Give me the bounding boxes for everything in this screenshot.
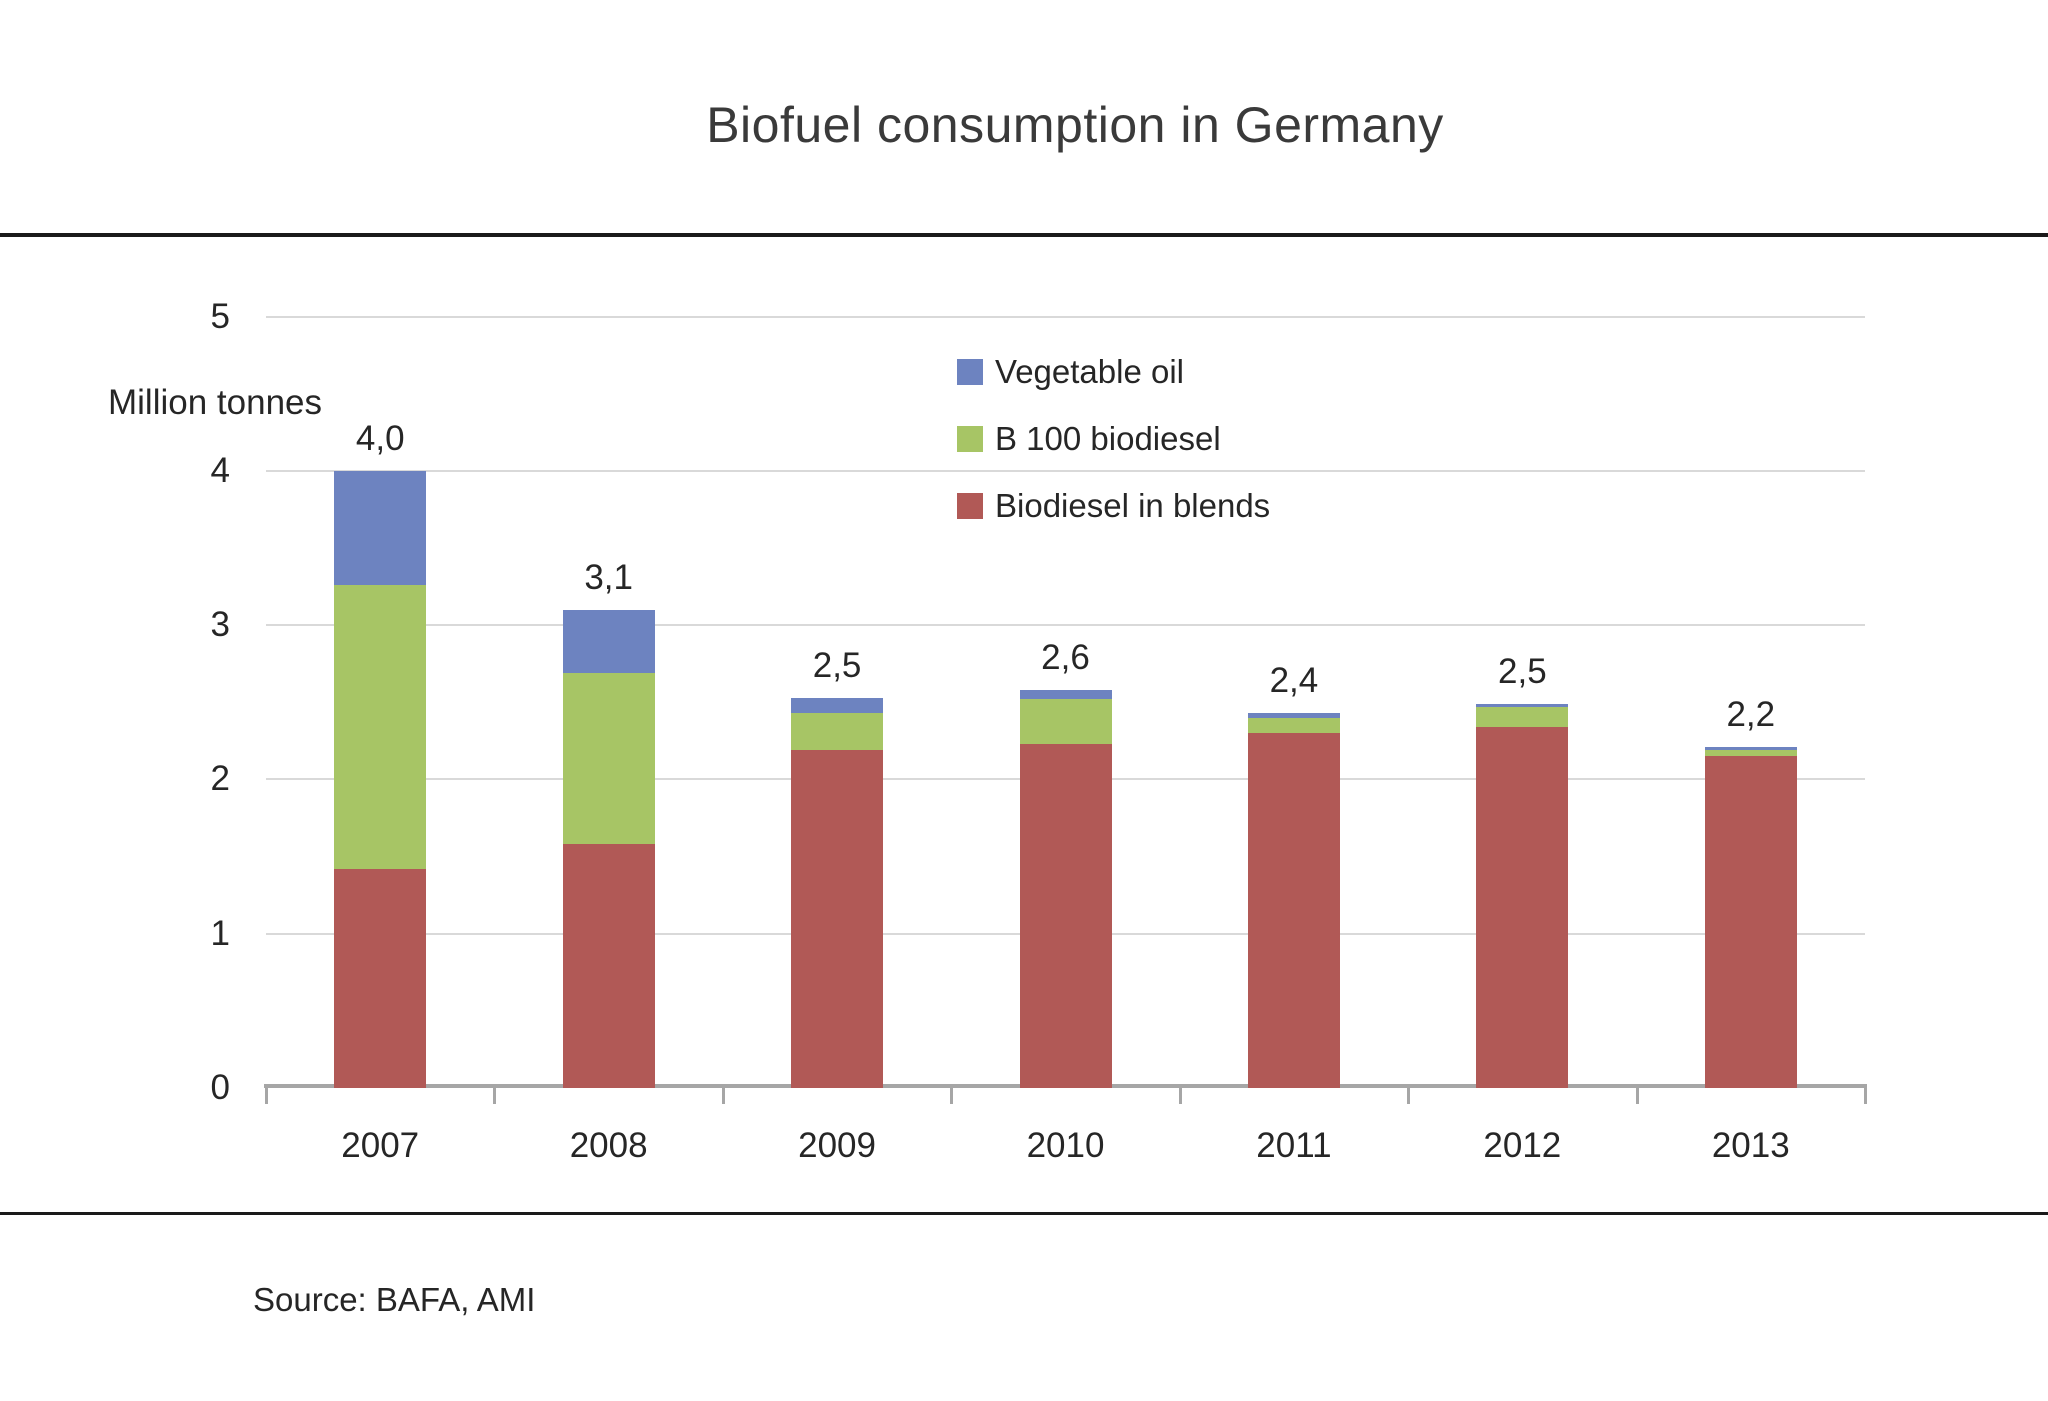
bar-total-label-2008: 3,1 bbox=[584, 557, 633, 597]
gridline-5 bbox=[266, 315, 1865, 318]
x-axis-tick bbox=[1635, 1088, 1639, 1104]
legend-label-b-100-biodiesel: B 100 biodiesel bbox=[995, 420, 1221, 457]
bar-segment-vegetable-oil-2011 bbox=[1247, 713, 1340, 718]
x-axis-tick bbox=[950, 1088, 954, 1104]
bar-total-label-2013: 2,2 bbox=[1726, 694, 1776, 734]
legend-label-vegetable-oil: Vegetable oil bbox=[995, 353, 1184, 390]
legend-swatch-biodiesel-in-blends bbox=[957, 493, 983, 519]
y-tick-label-1: 1 bbox=[210, 913, 230, 953]
gridline-3 bbox=[266, 624, 1865, 627]
bar-segment-biodiesel-in-blends-2011 bbox=[1247, 733, 1340, 1088]
legend-swatch-b-100-biodiesel bbox=[957, 426, 983, 452]
top-divider-rule bbox=[0, 233, 2048, 237]
x-axis-tick bbox=[1864, 1088, 1867, 1104]
bar-segment-vegetable-oil-2008 bbox=[562, 609, 655, 673]
gridline-4 bbox=[266, 469, 1865, 472]
x-tick-label-2013: 2013 bbox=[1711, 1126, 1790, 1165]
x-axis-tick bbox=[1407, 1088, 1411, 1104]
legend-label-biodiesel-in-blends: Biodiesel in blends bbox=[995, 487, 1271, 524]
bar-segment-biodiesel-in-blends-2009 bbox=[791, 750, 884, 1088]
x-axis-tick bbox=[493, 1088, 497, 1104]
chart-title: Biofuel consumption in Germany bbox=[706, 97, 1444, 153]
x-tick-label-2010: 2010 bbox=[1026, 1126, 1105, 1165]
bar-segment-b-100-biodiesel-2010 bbox=[1019, 699, 1112, 744]
bar-segment-b-100-biodiesel-2011 bbox=[1247, 717, 1340, 734]
bar-segment-vegetable-oil-2012 bbox=[1476, 703, 1569, 707]
y-tick-label-2: 2 bbox=[210, 759, 230, 799]
bar-total-label-2009: 2,5 bbox=[812, 645, 862, 685]
x-tick-label-2012: 2012 bbox=[1483, 1126, 1562, 1165]
legend-swatch-vegetable-oil bbox=[957, 359, 983, 385]
y-tick-label-0: 0 bbox=[210, 1068, 230, 1107]
bar-total-label-2012: 2,5 bbox=[1498, 651, 1547, 691]
bar-segment-vegetable-oil-2009 bbox=[791, 697, 884, 714]
bar-segment-biodiesel-in-blends-2013 bbox=[1704, 756, 1797, 1088]
y-tick-label-5: 5 bbox=[210, 296, 230, 336]
bar-segment-b-100-biodiesel-2012 bbox=[1476, 706, 1569, 727]
bar-segment-biodiesel-in-blends-2007 bbox=[334, 868, 427, 1088]
bar-segment-biodiesel-in-blends-2012 bbox=[1476, 726, 1569, 1088]
bar-segment-vegetable-oil-2007 bbox=[334, 470, 427, 585]
y-axis-title: Million tonnes bbox=[108, 383, 322, 422]
bar-total-label-2011: 2,4 bbox=[1269, 661, 1319, 701]
source-note: Source: BAFA, AMI bbox=[253, 1281, 536, 1318]
bar-segment-b-100-biodiesel-2007 bbox=[334, 584, 427, 869]
x-tick-label-2008: 2008 bbox=[569, 1126, 648, 1165]
bar-segment-biodiesel-in-blends-2010 bbox=[1019, 743, 1112, 1088]
bar-total-label-2010: 2,6 bbox=[1041, 637, 1090, 677]
bar-segment-b-100-biodiesel-2008 bbox=[562, 672, 655, 845]
bar-segment-vegetable-oil-2010 bbox=[1019, 689, 1112, 700]
bar-total-label-2007: 4,0 bbox=[355, 418, 405, 458]
y-tick-label-4: 4 bbox=[210, 450, 230, 490]
bar-segment-b-100-biodiesel-2009 bbox=[791, 713, 884, 751]
x-axis-tick bbox=[721, 1088, 725, 1104]
x-tick-label-2009: 2009 bbox=[798, 1126, 876, 1165]
bar-segment-b-100-biodiesel-2013 bbox=[1704, 750, 1797, 757]
bar-segment-biodiesel-in-blends-2008 bbox=[562, 844, 655, 1088]
x-tick-label-2007: 2007 bbox=[341, 1126, 420, 1165]
x-axis-tick bbox=[265, 1088, 268, 1104]
bar-segment-vegetable-oil-2013 bbox=[1704, 746, 1797, 751]
y-tick-label-3: 3 bbox=[210, 605, 230, 645]
x-tick-label-2011: 2011 bbox=[1256, 1126, 1332, 1165]
x-axis-tick bbox=[1178, 1088, 1182, 1104]
bottom-divider-rule bbox=[0, 1212, 2048, 1215]
